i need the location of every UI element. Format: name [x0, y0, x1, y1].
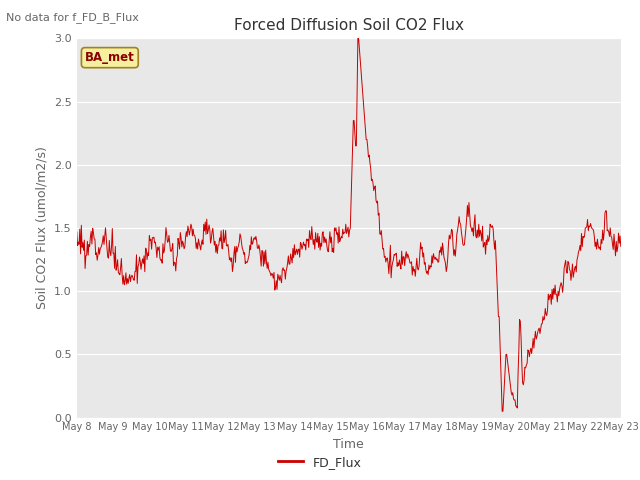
Text: BA_met: BA_met	[85, 51, 134, 64]
Title: Forced Diffusion Soil CO2 Flux: Forced Diffusion Soil CO2 Flux	[234, 18, 464, 33]
Y-axis label: Soil CO2 Flux (umol/m2/s): Soil CO2 Flux (umol/m2/s)	[36, 146, 49, 310]
Legend: FD_Flux: FD_Flux	[273, 451, 367, 474]
Text: No data for f_FD_B_Flux: No data for f_FD_B_Flux	[6, 12, 140, 23]
X-axis label: Time: Time	[333, 438, 364, 451]
